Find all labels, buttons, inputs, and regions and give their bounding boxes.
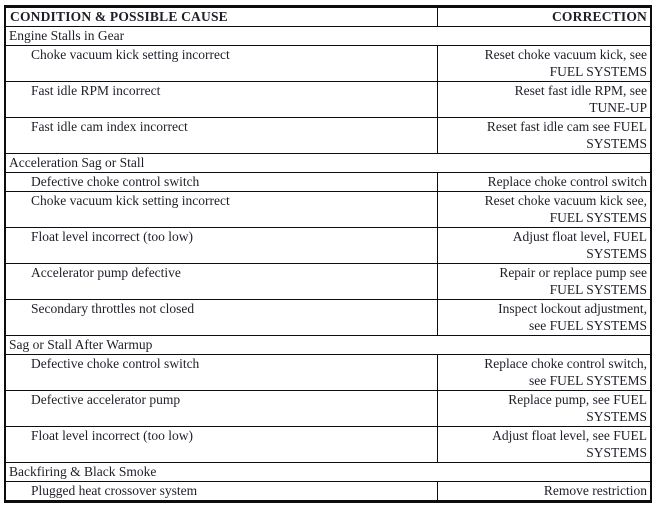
correction-cell: Repair or replace pump see FUEL SYSTEMS bbox=[436, 263, 652, 300]
table-row: Accelerator pump defective Repair or rep… bbox=[4, 263, 652, 300]
section-row: Acceleration Sag or Stall bbox=[4, 153, 652, 173]
table-row: Defective choke control switch Replace c… bbox=[4, 354, 652, 391]
table-row: Float level incorrect (too low) Adjust f… bbox=[4, 426, 652, 463]
correction-cell: Reset choke vacuum kick, see FUEL SYSTEM… bbox=[436, 45, 652, 82]
column-header-correction: CORRECTION bbox=[436, 6, 652, 27]
table-row: Plugged heat crossover system Remove res… bbox=[4, 481, 652, 502]
column-header-condition: CONDITION & POSSIBLE CAUSE bbox=[4, 6, 438, 27]
cause-cell: Choke vacuum kick setting incorrect bbox=[4, 191, 438, 228]
correction-cell: Reset fast idle cam see FUEL SYSTEMS bbox=[436, 117, 652, 154]
cause-cell: Accelerator pump defective bbox=[4, 263, 438, 300]
section-row: Sag or Stall After Warmup bbox=[4, 335, 652, 355]
cause-cell: Defective accelerator pump bbox=[4, 390, 438, 427]
table-row: Defective choke control switch Replace c… bbox=[4, 172, 652, 192]
correction-cell: Reset choke vacuum kick see, FUEL SYSTEM… bbox=[436, 191, 652, 228]
table-row: Choke vacuum kick setting incorrect Rese… bbox=[4, 191, 652, 228]
cause-cell: Choke vacuum kick setting incorrect bbox=[4, 45, 438, 82]
cause-cell: Float level incorrect (too low) bbox=[4, 426, 438, 463]
correction-cell: Replace pump, see FUEL SYSTEMS bbox=[436, 390, 652, 427]
table-row: Fast idle cam index incorrect Reset fast… bbox=[4, 117, 652, 154]
correction-cell: Adjust float level, FUEL SYSTEMS bbox=[436, 227, 652, 264]
section-row: Engine Stalls in Gear bbox=[4, 26, 652, 46]
table-row: Choke vacuum kick setting incorrect Rese… bbox=[4, 45, 652, 82]
cause-cell: Defective choke control switch bbox=[4, 354, 438, 391]
table-row: Secondary throttles not closed Inspect l… bbox=[4, 299, 652, 336]
section-title: Engine Stalls in Gear bbox=[4, 26, 652, 46]
section-title: Backfiring & Black Smoke bbox=[4, 462, 652, 482]
correction-cell: Reset fast idle RPM, see TUNE-UP bbox=[436, 81, 652, 118]
table-row: Float level incorrect (too low) Adjust f… bbox=[4, 227, 652, 264]
correction-cell: Replace choke control switch bbox=[436, 172, 652, 192]
cause-cell: Defective choke control switch bbox=[4, 172, 438, 192]
correction-cell: Inspect lockout adjustment, see FUEL SYS… bbox=[436, 299, 652, 336]
correction-cell: Remove restriction bbox=[436, 481, 652, 502]
table-row: Fast idle RPM incorrect Reset fast idle … bbox=[4, 81, 652, 118]
section-title: Sag or Stall After Warmup bbox=[4, 335, 652, 355]
cause-cell: Plugged heat crossover system bbox=[4, 481, 438, 502]
cause-cell: Float level incorrect (too low) bbox=[4, 227, 438, 264]
cause-cell: Fast idle cam index incorrect bbox=[4, 117, 438, 154]
header-row: CONDITION & POSSIBLE CAUSE CORRECTION bbox=[4, 6, 652, 27]
correction-cell: Adjust float level, see FUEL SYSTEMS bbox=[436, 426, 652, 463]
troubleshooting-table: CONDITION & POSSIBLE CAUSE CORRECTION En… bbox=[4, 5, 652, 503]
correction-cell: Replace choke control switch, see FUEL S… bbox=[436, 354, 652, 391]
cause-cell: Secondary throttles not closed bbox=[4, 299, 438, 336]
section-row: Backfiring & Black Smoke bbox=[4, 462, 652, 482]
cause-cell: Fast idle RPM incorrect bbox=[4, 81, 438, 118]
table-row: Defective accelerator pump Replace pump,… bbox=[4, 390, 652, 427]
section-title: Acceleration Sag or Stall bbox=[4, 153, 652, 173]
